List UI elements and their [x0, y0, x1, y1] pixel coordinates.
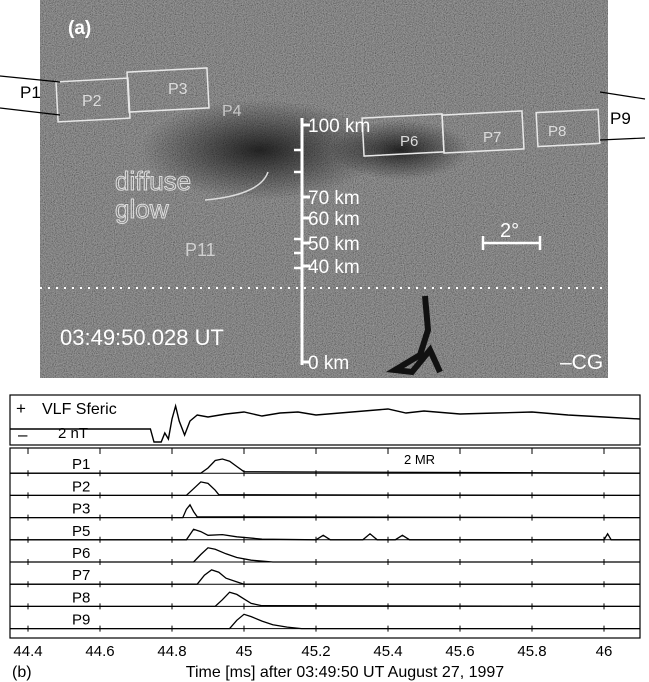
photometer-leaders [0, 75, 646, 141]
photometer-traces-panel: + – VLF Sferic 2 nT 2 MR P1P2P3P5P6P7P8P… [9, 394, 641, 681]
sprite-dark-region [140, 100, 380, 200]
photometer-label-p9: P9 [610, 109, 631, 128]
angular-scale-bar [481, 236, 542, 250]
trace-p7 [10, 569, 640, 585]
photometer-label-p7: P7 [483, 129, 501, 146]
x-tick-label: 44.6 [85, 643, 114, 660]
frame-timestamp: 03:49:50.028 UT [60, 325, 224, 350]
x-axis-ticks: 44.4 44.6 44.8 45 45.2 45.4 45.6 45.8 46 [13, 448, 612, 660]
sferic-plus-sign: + [16, 399, 26, 418]
photometer-box-p3 [126, 67, 210, 113]
panel-b-label: (b) [12, 664, 32, 681]
altitude-label-40km: 40 km [308, 257, 360, 278]
sprite-dark-region-2 [330, 120, 470, 180]
trace-label-p5: P5 [72, 523, 90, 540]
diffuse-glow-arrow [204, 171, 269, 201]
lightning-channel [385, 295, 443, 376]
sferic-scale-label: 2 nT [58, 425, 88, 442]
photometer-label-p2: P2 [82, 93, 102, 110]
trace-p9 [10, 613, 640, 630]
diffuse-glow-label-line2: glow [115, 194, 169, 224]
trace-p6 [10, 547, 640, 563]
trace-p8 [10, 591, 641, 608]
x-tick-label: 45.8 [517, 643, 546, 660]
photometer-traces-frame [9, 447, 641, 639]
altitude-label-70km: 70 km [308, 188, 360, 209]
trace-label-p6: P6 [72, 545, 90, 562]
photometer-box-p7 [441, 110, 525, 154]
sferic-minus-sign: – [18, 425, 28, 444]
photometer-label-p11: P11 [185, 240, 216, 260]
photometer-label-p6: P6 [400, 133, 418, 150]
event-type-label: –CG [560, 351, 603, 374]
angular-scale-label: 2° [500, 220, 519, 242]
altitude-label-60km: 60 km [308, 209, 360, 230]
trace-label-p3: P3 [72, 501, 90, 518]
x-tick-label: 46 [596, 643, 613, 660]
diffuse-glow-annotation: diffuse glow [115, 166, 269, 225]
trace-label-p7: P7 [72, 567, 90, 584]
x-tick-label: 44.8 [157, 643, 186, 660]
trace-p1 [10, 458, 641, 474]
altitude-ticks [294, 148, 302, 270]
x-tick-label: 45.4 [373, 643, 402, 660]
photometer-traces: P1 P2 P3 P5 P6 P7 P8 P9 [10, 456, 641, 630]
video-frame-panel: P1 P2 P3 P4 P6 P7 P8 P9 P11 (a) diffuse … [0, 0, 646, 378]
altitude-label-0km: 0 km [308, 353, 349, 374]
altitude-label-100km: 100 km [308, 116, 370, 137]
trace-p5 [10, 528, 640, 541]
trace-label-p9: P9 [72, 612, 90, 629]
photometer-label-p1: P1 [20, 83, 41, 102]
altitude-labels: 100 km 70 km 60 km 50 km 40 km 0 km [302, 116, 370, 374]
trace-p3 [10, 503, 641, 519]
sferic-label: VLF Sferic [42, 401, 117, 418]
x-tick-label: 45.6 [445, 643, 474, 660]
x-tick-label: 45.2 [301, 643, 330, 660]
trace-label-p1: P1 [72, 456, 90, 473]
photometer-box-p8 [535, 108, 601, 148]
photometer-label-p4: P4 [222, 103, 242, 120]
photometer-boxes [55, 67, 601, 157]
x-tick-label: 45 [236, 643, 253, 660]
x-tick-label: 44.4 [13, 643, 42, 660]
trace-label-p8: P8 [72, 589, 90, 606]
photometer-label-p8: P8 [548, 123, 566, 140]
diffuse-glow-label-line1: diffuse [115, 166, 191, 196]
altitude-label-50km: 50 km [308, 234, 360, 255]
trace-p2 [10, 481, 641, 497]
x-axis-label: Time [ms] after 03:49:50 UT August 27, 1… [186, 664, 505, 681]
photometer-label-p3: P3 [168, 81, 188, 98]
sferic-trace [10, 403, 641, 443]
panel-a-label: (a) [68, 18, 91, 39]
intensity-scale-label: 2 MR [404, 452, 435, 467]
trace-label-p2: P2 [72, 478, 90, 495]
sferic-trace-frame [9, 394, 641, 446]
